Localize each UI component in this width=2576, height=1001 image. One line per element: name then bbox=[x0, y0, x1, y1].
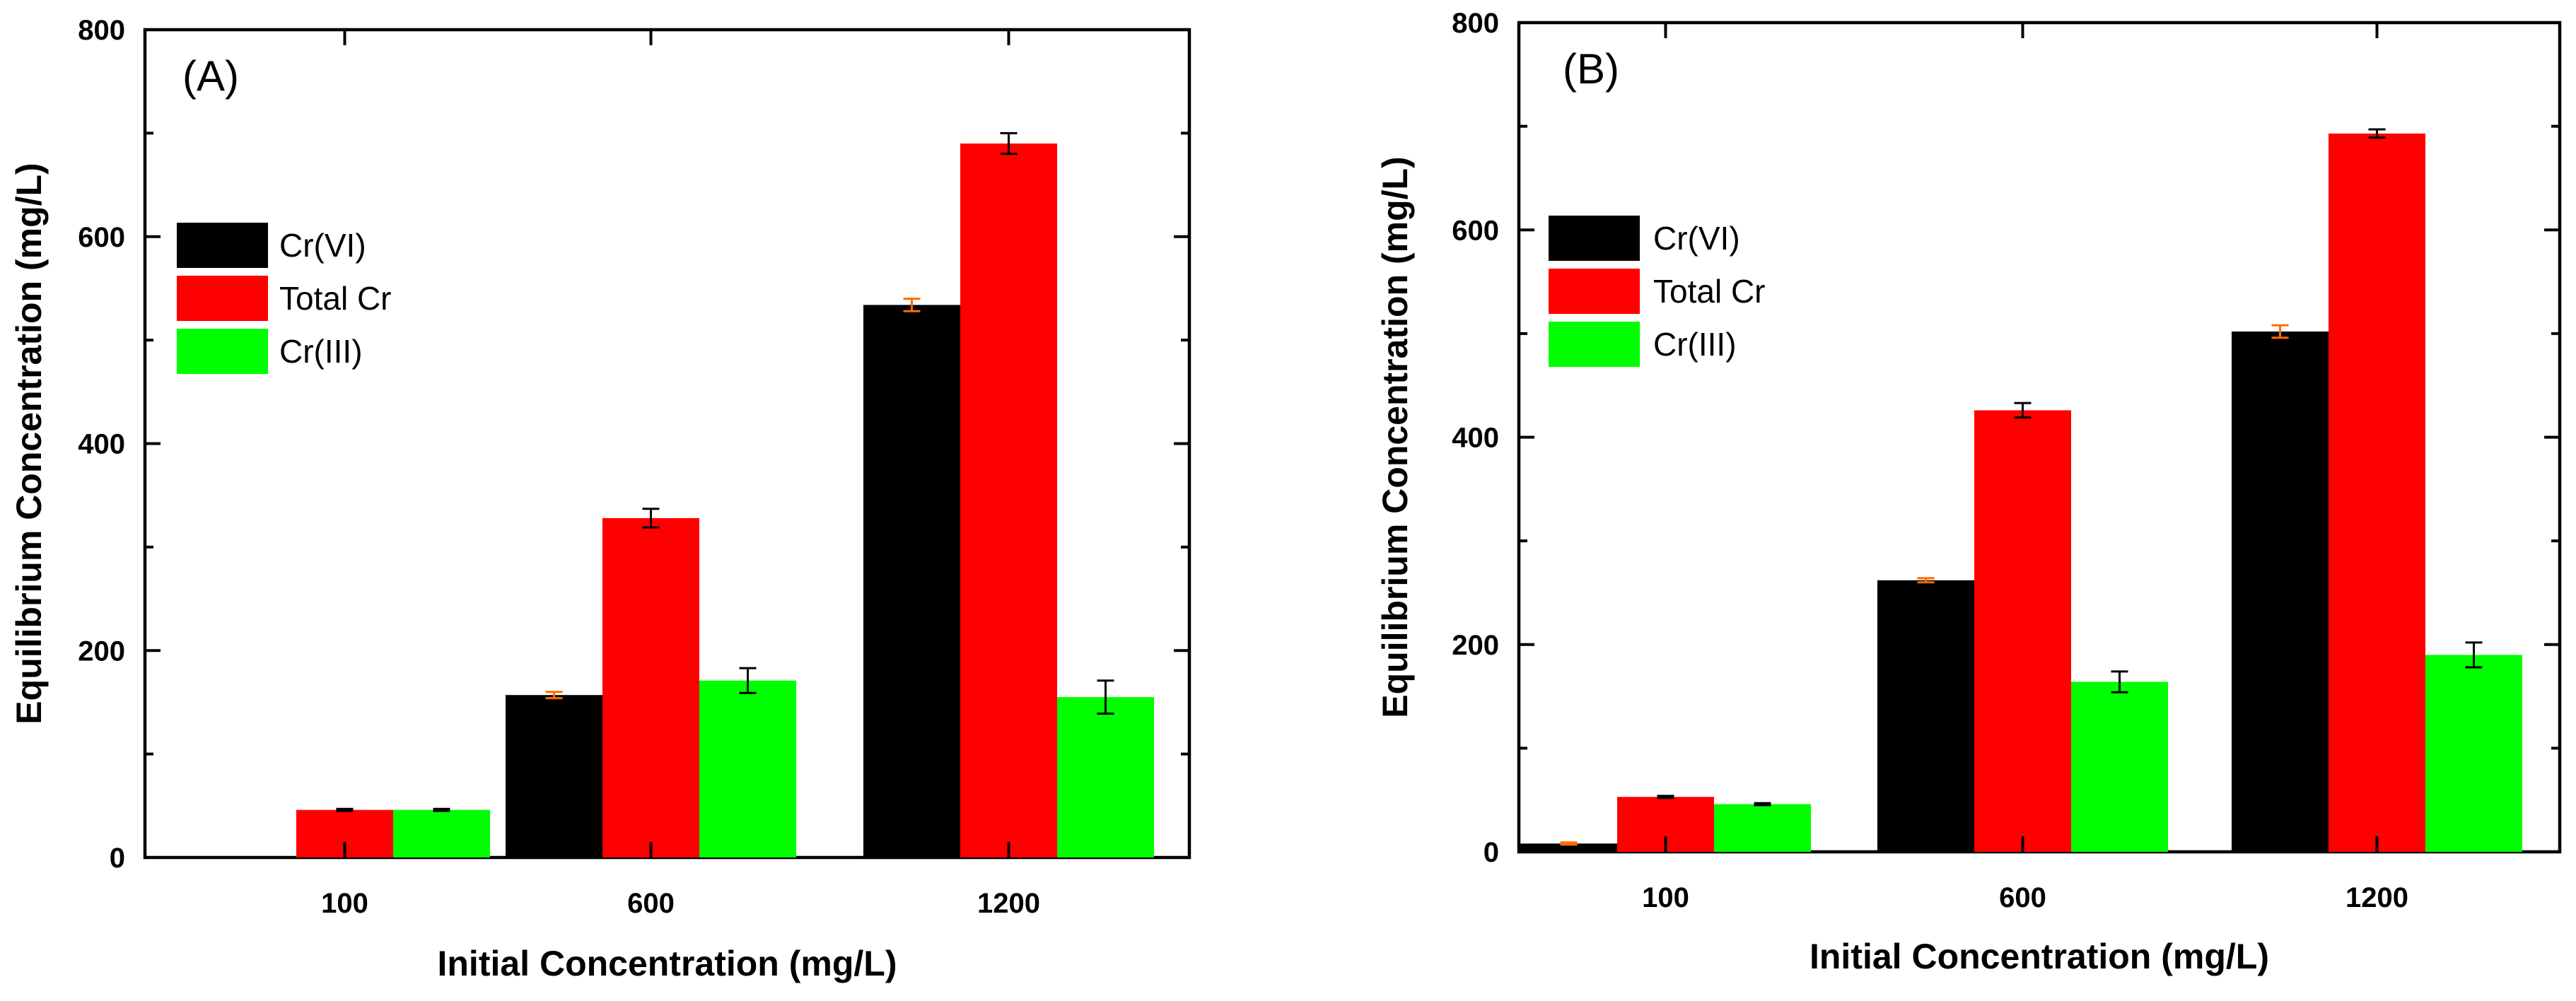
x-axis-title: Initial Concentration (mg/L) bbox=[1809, 937, 2269, 976]
bar bbox=[1974, 410, 2071, 852]
legend-label: Cr(III) bbox=[279, 333, 363, 370]
x-tick-label: 100 bbox=[321, 888, 368, 919]
x-tick-label: 1200 bbox=[977, 888, 1040, 919]
legend-label: Cr(III) bbox=[1653, 326, 1737, 363]
legend-swatch bbox=[1549, 322, 1640, 367]
bar bbox=[602, 517, 699, 857]
x-tick-label: 600 bbox=[627, 888, 675, 919]
panel-b: 0 200 400 600 800 100 600 1200 Cr(VI) Total Cr Cr(… bbox=[1375, 8, 2562, 976]
x-tick-label: 1200 bbox=[2345, 882, 2408, 913]
x-tick-label: 100 bbox=[1642, 882, 1689, 913]
panel-label: (A) bbox=[182, 52, 239, 100]
legend-swatch bbox=[177, 223, 268, 268]
legend-label: Cr(VI) bbox=[279, 227, 366, 264]
legend-label: Total Cr bbox=[1653, 273, 1765, 310]
bar bbox=[1057, 697, 1154, 857]
y-tick-label: 800 bbox=[1452, 8, 1499, 39]
panel-a: 0 200 400 600 800 100 600 1200 Cr(VI) Total Cr Cr(… bbox=[9, 15, 1191, 983]
legend-label: Total Cr bbox=[279, 280, 391, 317]
bar bbox=[2329, 133, 2425, 853]
bar bbox=[1520, 843, 1617, 852]
y-tick-label: 200 bbox=[1452, 630, 1499, 661]
legend-swatch bbox=[177, 329, 268, 374]
bar bbox=[2425, 655, 2522, 852]
bar bbox=[960, 144, 1057, 857]
bar bbox=[2071, 681, 2168, 852]
bar bbox=[699, 680, 796, 857]
y-tick-label: 200 bbox=[78, 636, 125, 667]
y-tick-label: 600 bbox=[78, 222, 125, 253]
panel-label: (B) bbox=[1563, 45, 1619, 93]
y-axis-title: Equilibrium Concentration (mg/L) bbox=[9, 163, 49, 724]
x-axis-title: Initial Concentration (mg/L) bbox=[438, 944, 897, 983]
x-tick-label: 600 bbox=[1999, 882, 2046, 913]
y-tick-label: 400 bbox=[1452, 423, 1499, 454]
legend-swatch bbox=[1549, 269, 1640, 314]
legend-swatch bbox=[177, 276, 268, 321]
bar bbox=[1714, 804, 1811, 852]
bar bbox=[863, 305, 960, 857]
bar bbox=[506, 695, 602, 857]
y-tick-label: 0 bbox=[1484, 837, 1499, 868]
y-tick-label: 400 bbox=[78, 429, 125, 460]
y-tick-label: 0 bbox=[110, 843, 125, 874]
y-tick-label: 600 bbox=[1452, 215, 1499, 246]
bar bbox=[393, 809, 490, 857]
bar bbox=[2232, 331, 2329, 852]
legend-label: Cr(VI) bbox=[1653, 220, 1740, 257]
legend-swatch bbox=[1549, 216, 1640, 261]
y-axis-title: Equilibrium Concentration (mg/L) bbox=[1375, 156, 1415, 718]
y-tick-label: 800 bbox=[78, 15, 125, 46]
bar bbox=[1877, 580, 1974, 852]
